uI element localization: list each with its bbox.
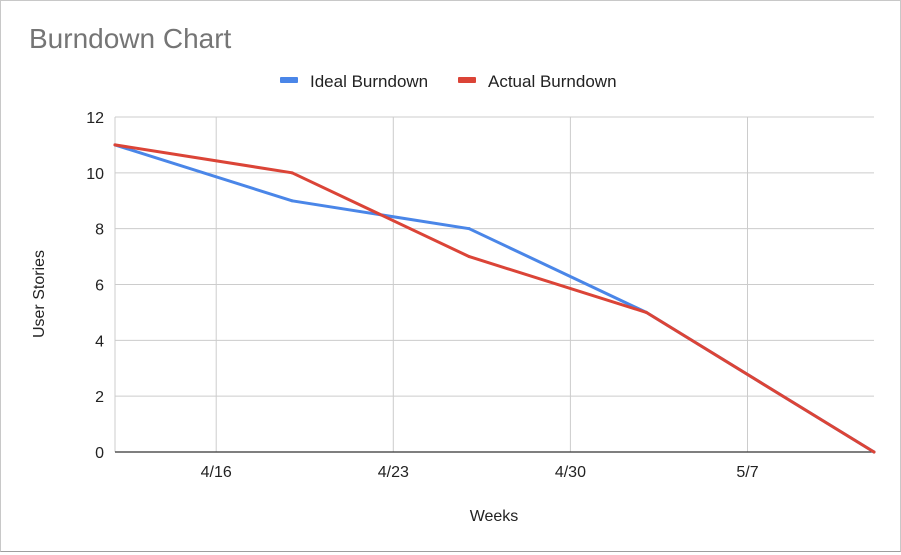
data-point-actual-burndown (290, 171, 294, 175)
legend: Ideal Burndown Actual Burndown (280, 72, 617, 91)
y-tick-label: 10 (86, 166, 104, 183)
x-tick-label: 4/30 (555, 464, 586, 481)
y-tick-label: 0 (95, 445, 104, 462)
data-point-actual-burndown (467, 255, 471, 259)
legend-swatch-actual-burndown (458, 77, 476, 83)
x-tick-label: 4/23 (378, 464, 409, 481)
x-axis-ticks: 4/16 4/23 4/30 5/7 (201, 464, 759, 481)
legend-label-actual-burndown: Actual Burndown (488, 72, 617, 91)
data-point-ideal-burndown (290, 199, 294, 203)
series (113, 143, 876, 454)
chart-title: Burndown Chart (29, 23, 232, 54)
y-axis-ticks: 0 2 4 6 8 10 12 (86, 110, 104, 462)
x-axis-title: Weeks (470, 508, 519, 525)
data-point-actual-burndown (872, 450, 876, 454)
data-point-ideal-burndown (467, 227, 471, 231)
series-line-ideal-burndown (113, 143, 876, 454)
y-axis-title: User Stories (31, 250, 48, 338)
data-point-actual-burndown (644, 310, 648, 314)
y-tick-label: 4 (95, 333, 104, 350)
data-point-actual-burndown (113, 143, 117, 147)
y-tick-label: 6 (95, 278, 104, 295)
grid (114, 116, 874, 453)
y-tick-label: 8 (95, 222, 104, 239)
legend-label-ideal-burndown: Ideal Burndown (310, 72, 428, 91)
legend-swatch-ideal-burndown (280, 77, 298, 83)
y-tick-label: 12 (86, 110, 104, 127)
y-tick-label: 2 (95, 389, 104, 406)
x-tick-label: 5/7 (736, 464, 758, 481)
x-tick-label: 4/16 (201, 464, 232, 481)
series-line-actual-burndown (113, 143, 876, 454)
